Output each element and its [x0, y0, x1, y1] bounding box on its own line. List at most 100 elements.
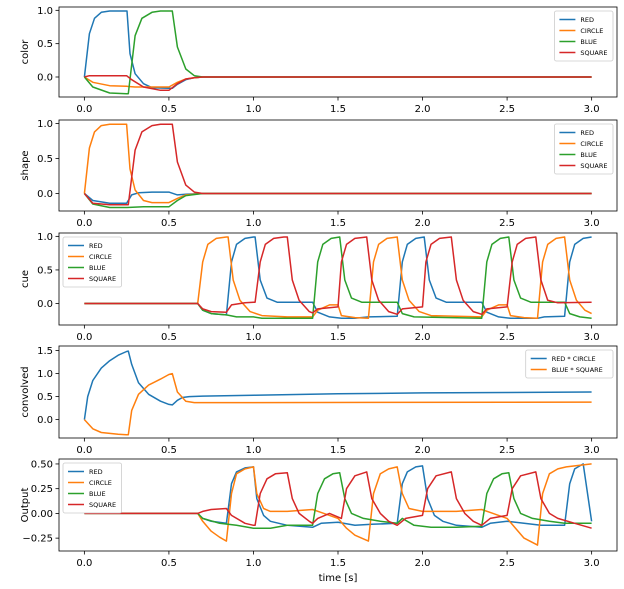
x-tick-label: 1.5: [330, 558, 346, 569]
y-tick-label: 0.0: [37, 189, 53, 200]
x-tick-label: 2.0: [415, 218, 431, 229]
series-line-blue: [83, 192, 592, 209]
y-tick-label: −0.25: [22, 534, 53, 545]
x-tick-label: 3.0: [584, 558, 600, 569]
series-line-circle: [83, 76, 592, 88]
series-line-red-circle: [83, 350, 592, 420]
legend-label: CIRCLE: [89, 253, 112, 261]
x-tick-label: 3.0: [584, 104, 600, 115]
y-tick-label: 0.0: [37, 73, 53, 84]
x-tick-label: 1.0: [246, 218, 262, 229]
subplot-cue: 0.0 0.5 1.0 0.0 0.5 1.0 1.5 2.0 2.5 3.0 cue RED CIRC…: [20, 232, 618, 343]
x-axis-label: time [s]: [319, 573, 358, 584]
y-tick-label: 0.5: [37, 39, 53, 50]
x-tick-label: 3.0: [584, 445, 600, 456]
x-tick-label: 0.0: [76, 445, 92, 456]
x-tick-label: 2.5: [499, 218, 515, 229]
x-tick-label: 0.5: [161, 445, 177, 456]
legend-label: SQUARE: [580, 49, 607, 57]
x-tick-label: 2.5: [499, 332, 515, 343]
legend-label: SQUARE: [580, 162, 607, 170]
legend-label: RED: [580, 16, 594, 24]
x-tick-label: 1.5: [330, 332, 346, 343]
x-tick-label: 0.0: [76, 104, 92, 115]
legend-label: RED: [580, 129, 594, 137]
x-tick-label: 1.0: [246, 558, 262, 569]
x-tick-label: 3.0: [584, 332, 600, 343]
y-axis-label: color: [20, 39, 31, 65]
y-tick-label: 0.0: [37, 415, 53, 426]
subplot-shape: 0.0 0.5 1.0 0.0 0.5 1.0 1.5 2.0 2.5 3.0 shape RED CI…: [20, 119, 618, 229]
legend-box: [554, 10, 614, 62]
x-tick-label: 2.0: [415, 558, 431, 569]
y-axis-label: cue: [20, 270, 31, 288]
y-tick-label: 1.0: [37, 232, 53, 243]
legend-label: SQUARE: [89, 501, 116, 509]
x-tick-label: 1.5: [330, 104, 346, 115]
legend-box: [62, 236, 122, 288]
series-line-square: [84, 74, 592, 92]
x-tick-label: 0.0: [76, 558, 92, 569]
x-tick-label: 3.0: [584, 218, 600, 229]
x-tick-label: 2.0: [415, 332, 431, 343]
x-tick-label: 2.5: [499, 558, 515, 569]
legend-label: RED: [89, 468, 103, 476]
series-line-blue: [84, 236, 592, 320]
x-tick-label: 1.0: [246, 104, 262, 115]
y-tick-label: 0.5: [37, 392, 53, 403]
legend-label: BLUE * SQUARE: [552, 366, 603, 374]
legend: RED CIRCLE BLUE SQUARE: [62, 462, 122, 514]
y-tick-label: 0.00: [31, 509, 53, 520]
axes-frame: [58, 232, 618, 326]
series-line-circle: [83, 123, 592, 204]
y-axis-label: Output: [20, 488, 31, 523]
x-tick-label: 2.0: [415, 445, 431, 456]
y-tick-label: 0.5: [37, 154, 53, 165]
legend-label: BLUE: [580, 151, 597, 159]
axes-frame: [58, 119, 618, 212]
subplot-output: −0.25 0.00 0.25 0.50 0.0 0.5 1.0 1.5 2.0 2.5 3.0 Ou…: [20, 458, 618, 569]
legend-label: BLUE: [89, 490, 106, 498]
x-tick-label: 0.0: [76, 218, 92, 229]
series-line-square: [83, 123, 592, 206]
legend-box: [62, 462, 122, 514]
x-tick-label: 0.5: [161, 558, 177, 569]
x-tick-label: 0.5: [161, 332, 177, 343]
y-tick-label: 0.25: [31, 484, 53, 495]
legend: RED CIRCLE BLUE SQUARE: [62, 236, 122, 288]
x-tick-label: 1.0: [246, 332, 262, 343]
x-tick-label: 2.5: [499, 445, 515, 456]
legend-label: RED * CIRCLE: [552, 355, 596, 363]
x-tick-label: 1.0: [246, 445, 262, 456]
series-line-circle: [84, 463, 592, 546]
legend-label: RED: [89, 242, 103, 250]
legend: RED CIRCLE BLUE SQUARE: [554, 123, 614, 175]
subplot-color: 0.0 0.5 1.0 0.0 0.5 1.0 1.5 2.0 2.5 3.0 color RED CI…: [20, 6, 618, 115]
legend: RED CIRCLE BLUE SQUARE: [554, 10, 614, 62]
y-tick-label: 0.50: [31, 459, 53, 470]
legend-label: SQUARE: [89, 275, 116, 283]
legend: RED * CIRCLE BLUE * SQUARE: [525, 349, 614, 379]
series-line-blue: [83, 10, 592, 95]
y-tick-label: 0.5: [37, 265, 53, 276]
legend-box: [525, 349, 614, 379]
legend-label: CIRCLE: [580, 27, 603, 35]
y-tick-label: 0.0: [37, 299, 53, 310]
legend-label: BLUE: [580, 38, 597, 46]
x-tick-label: 0.5: [161, 218, 177, 229]
y-tick-label: 1.0: [37, 369, 53, 380]
legend-box: [554, 123, 614, 175]
y-axis-label: convolved: [20, 366, 31, 417]
series-line-blue-square: [83, 372, 592, 436]
y-axis-label: shape: [20, 150, 31, 180]
x-tick-label: 2.0: [415, 104, 431, 115]
legend-label: CIRCLE: [89, 479, 112, 487]
legend-label: CIRCLE: [580, 140, 603, 148]
y-tick-label: 1.0: [37, 6, 53, 17]
x-tick-label: 2.5: [499, 104, 515, 115]
series-line-circle: [84, 236, 592, 320]
subplot-convolved: 0.0 0.5 1.0 1.5 0.0 0.5 1.0 1.5 2.0 2.5 3.0 convolv…: [20, 345, 618, 456]
series-line-square: [84, 471, 592, 529]
y-tick-label: 1.0: [37, 119, 53, 130]
